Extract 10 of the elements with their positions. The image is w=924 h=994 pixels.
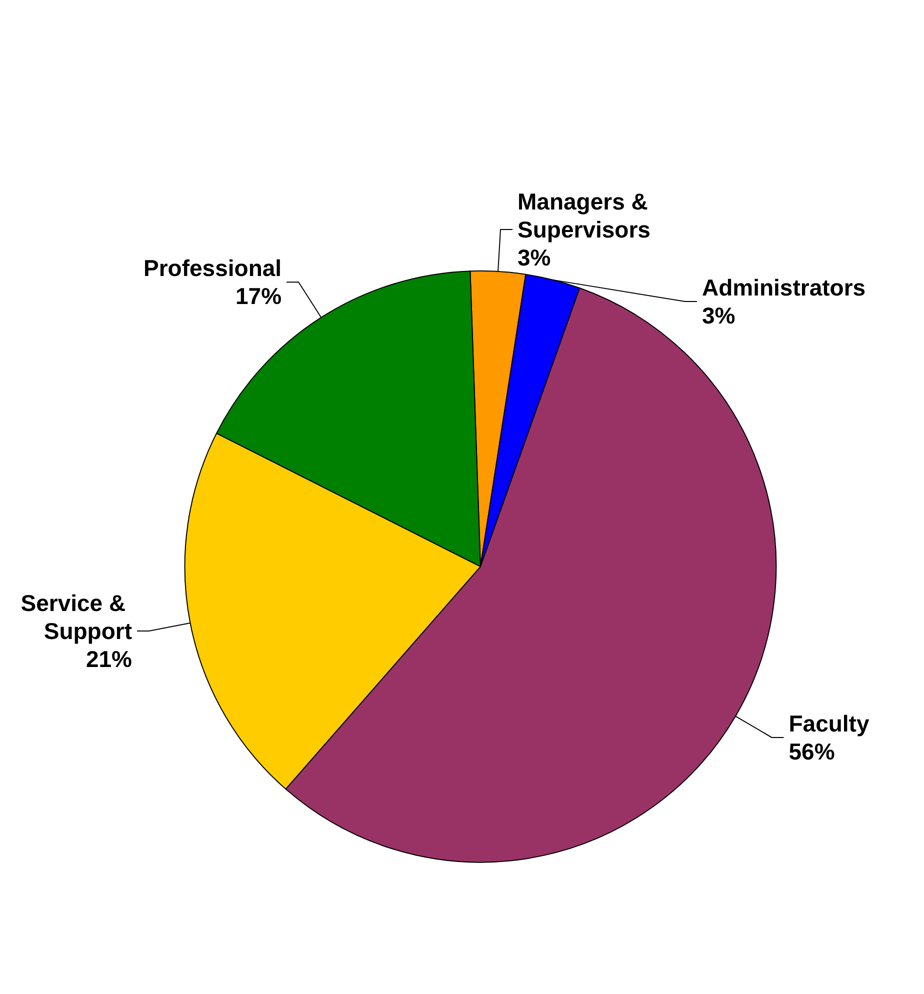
data-label: 56%: [788, 738, 835, 764]
data-label: 3%: [518, 244, 551, 270]
data-label: 21%: [86, 646, 132, 672]
slice-label: Managers & Supervisors: [518, 188, 654, 242]
slice-label: Faculty: [788, 710, 870, 736]
data-label: 3%: [702, 302, 736, 328]
slice-label: Administrators: [702, 274, 866, 300]
data-label: 17%: [236, 283, 282, 310]
slice-label: Service & Support: [20, 590, 132, 644]
slice-label: Professional: [144, 255, 282, 282]
